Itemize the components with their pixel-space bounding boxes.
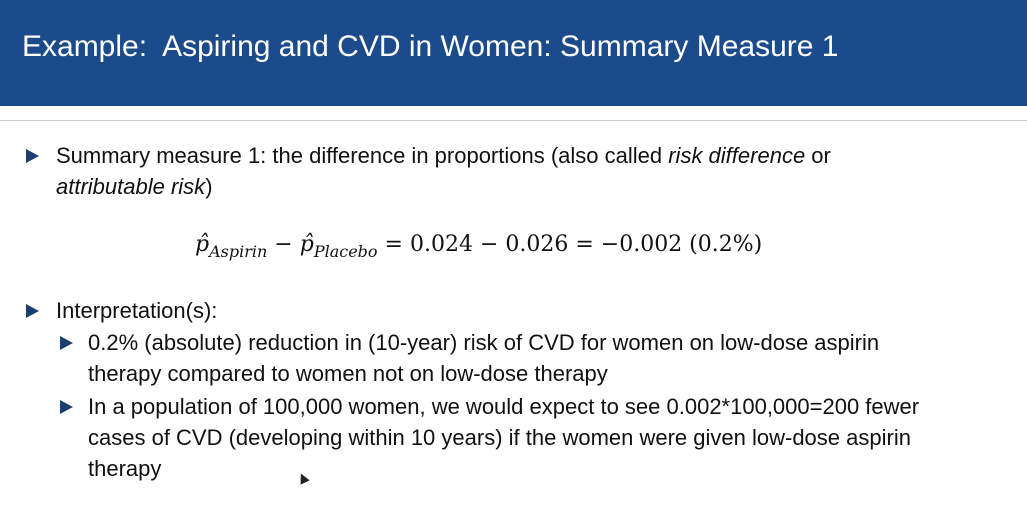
bullet-arrow-icon	[26, 304, 39, 318]
interpretation-item-1-line-1: 0.2% (absolute) reduction in (10-year) r…	[88, 330, 880, 355]
interpretation-heading: Interpretation(s):	[56, 298, 218, 323]
summary-text: Summary measure 1: the difference in pro…	[56, 143, 669, 168]
risk-difference-formula: p̂Aspirin − p̂Placebo = 0.024 − 0.026 = …	[195, 227, 762, 264]
p-hat-placebo-symbol: p̂	[299, 232, 314, 257]
interpretation-item-2-line-2: cases of CVD (developing within 10 years…	[88, 425, 911, 450]
p-hat-aspirin-subscript: Aspirin	[209, 242, 268, 261]
sub-bullet-arrow-icon	[60, 336, 73, 350]
slide-title: Example: Aspiring and CVD in Women: Summ…	[22, 30, 839, 63]
summary-text-end: or	[805, 143, 831, 168]
formula-result: = 0.024 − 0.026 = −0.002 (0.2%)	[377, 232, 763, 257]
risk-difference-term: risk difference	[668, 143, 806, 168]
p-hat-placebo-subscript: Placebo	[313, 242, 378, 261]
summary-line-2: attributable risk)	[56, 171, 213, 202]
sub-bullet-arrow-icon	[60, 400, 73, 414]
interpretation-item-1-line-2: therapy compared to women not on low-dos…	[88, 361, 608, 386]
summary-line-1: Summary measure 1: the difference in pro…	[56, 140, 831, 171]
summary-line-2-end: )	[205, 174, 213, 199]
slide-header: Example: Aspiring and CVD in Women: Summ…	[0, 0, 1027, 106]
header-divider	[0, 120, 1027, 121]
attributable-risk-term: attributable risk	[56, 174, 206, 199]
slide-body: Summary measure 1: the difference in pro…	[0, 121, 1027, 514]
bullet-arrow-icon	[26, 149, 39, 163]
p-hat-aspirin-symbol: p̂	[195, 232, 210, 257]
formula-minus: −	[267, 232, 300, 257]
interpretation-item-2-line-1: In a population of 100,000 women, we wou…	[88, 394, 920, 419]
interpretation-item-2-line-3: therapy	[88, 456, 162, 481]
